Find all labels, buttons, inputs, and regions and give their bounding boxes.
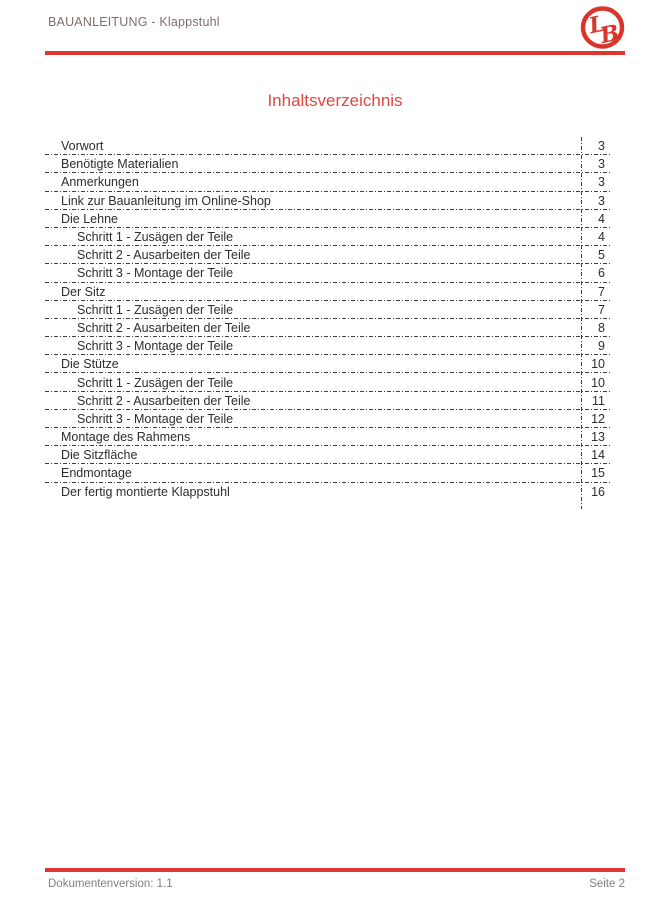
toc-entry-page: 10 (591, 357, 605, 372)
footer-document-version: Dokumentenversion: 1.1 (48, 878, 173, 890)
toc-entry-der-sitz[interactable]: Der Sitz 7 (45, 282, 610, 301)
toc-entry-page: 3 (598, 193, 605, 208)
toc-entry-lehne-schritt-2[interactable]: Schritt 2 - Ausarbeiten der Teile 5 (45, 246, 610, 265)
toc-entry-label: Die Sitzfläche (61, 448, 138, 463)
toc-entry-benoetigte-materialien[interactable]: Benötigte Materialien 3 (45, 155, 610, 174)
lb-logo-icon: L B (580, 6, 625, 49)
header-title: BAUANLEITUNG - Klappstuhl (48, 15, 220, 29)
toc-entry-label: Benötigte Materialien (61, 157, 179, 172)
toc-entry-page: 3 (598, 175, 605, 190)
toc-entry-stuetze-schritt-3[interactable]: Schritt 3 - Montage der Teile 12 (45, 409, 610, 428)
toc-entry-label: Die Stütze (61, 357, 119, 372)
toc-entry-label: Link zur Bauanleitung im Online-Shop (61, 193, 271, 208)
toc-entry-stuetze-schritt-1[interactable]: Schritt 1 - Zusägen der Teile 10 (45, 373, 610, 392)
toc-entry-die-lehne[interactable]: Die Lehne 4 (45, 209, 610, 228)
toc-entry-label: Schritt 1 - Zusägen der Teile (77, 230, 234, 245)
toc-entry-label: Schritt 1 - Zusägen der Teile (77, 302, 234, 317)
toc-entry-label: Schritt 3 - Montage der Teile (77, 266, 234, 281)
toc-entry-endmontage[interactable]: Endmontage 15 (45, 464, 610, 483)
toc-entry-montage-des-rahmens[interactable]: Montage des Rahmens 13 (45, 428, 610, 447)
toc-entry-label: Schritt 2 - Ausarbeiten der Teile (77, 320, 251, 335)
toc-entry-page: 5 (598, 248, 605, 263)
toc-entry-page: 13 (591, 430, 605, 445)
svg-text:L: L (586, 11, 608, 40)
toc-entry-page: 6 (598, 266, 605, 281)
toc-entry-label: Montage des Rahmens (61, 430, 191, 445)
toc-entry-label: Schritt 1 - Zusägen der Teile (77, 375, 234, 390)
page-title: Inhaltsverzeichnis (267, 91, 403, 110)
toc-entry-label: Schritt 2 - Ausarbeiten der Teile (77, 248, 251, 263)
toc-entry-page: 16 (591, 484, 605, 499)
toc-entry-page: 7 (598, 302, 605, 317)
toc-entry-label: Endmontage (61, 466, 132, 481)
toc-entry-page: 15 (591, 466, 605, 481)
toc-entry-label: Schritt 2 - Ausarbeiten der Teile (77, 393, 251, 408)
toc-entry-lehne-schritt-3[interactable]: Schritt 3 - Montage der Teile 6 (45, 264, 610, 283)
toc-entry-label: Schritt 3 - Montage der Teile (77, 339, 234, 354)
table-of-contents: Vorwort 3 Benötigte Materialien 3 Anmerk… (45, 137, 610, 509)
toc-entry-vorwort[interactable]: Vorwort 3 (45, 137, 610, 156)
footer-page-number: Seite 2 (589, 878, 625, 890)
page-header: BAUANLEITUNG - Klappstuhl L B (0, 0, 670, 56)
toc-entry-label: Die Lehne (61, 211, 118, 226)
header-rule (45, 51, 625, 55)
toc-entry-link-online-shop[interactable]: Link zur Bauanleitung im Online-Shop 3 (45, 191, 610, 210)
toc-entry-lehne-schritt-1[interactable]: Schritt 1 - Zusägen der Teile 4 (45, 227, 610, 247)
toc-entry-fertig-montierter-klappstuhl[interactable]: Der fertig montierte Klappstuhl 16 (45, 483, 610, 501)
toc-entry-label: Der Sitz (61, 284, 106, 299)
toc-entry-page: 3 (598, 139, 605, 154)
toc-entry-sitz-schritt-2[interactable]: Schritt 2 - Ausarbeiten der Teile 8 (45, 318, 610, 338)
toc-entry-page: 7 (598, 284, 605, 299)
toc-entry-sitz-schritt-3[interactable]: Schritt 3 - Montage der Teile 9 (45, 337, 610, 356)
toc-entry-page: 8 (598, 320, 605, 335)
toc-entry-stuetze-schritt-2[interactable]: Schritt 2 - Ausarbeiten der Teile 11 (45, 391, 610, 410)
toc-entry-die-sitzflaeche[interactable]: Die Sitzfläche 14 (45, 446, 610, 465)
toc-entry-page: 14 (591, 448, 605, 463)
toc-entry-page: 9 (598, 339, 605, 354)
toc-entry-sitz-schritt-1[interactable]: Schritt 1 - Zusägen der Teile 7 (45, 300, 610, 319)
footer-rule (45, 868, 625, 872)
toc-entry-anmerkungen[interactable]: Anmerkungen 3 (45, 173, 610, 192)
toc-entry-label: Vorwort (61, 139, 104, 154)
toc-entry-page: 4 (598, 211, 605, 226)
toc-entry-page: 3 (598, 157, 605, 172)
toc-entry-page: 4 (598, 230, 605, 245)
toc-entry-page: 12 (591, 411, 605, 426)
toc-entry-die-stuetze[interactable]: Die Stütze 10 (45, 355, 610, 374)
toc-entry-page: 11 (592, 393, 605, 408)
toc-entry-label: Schritt 3 - Montage der Teile (77, 411, 234, 426)
toc-entry-page: 10 (591, 375, 605, 390)
toc-entry-label: Der fertig montierte Klappstuhl (61, 484, 230, 499)
toc-entry-label: Anmerkungen (61, 175, 139, 190)
